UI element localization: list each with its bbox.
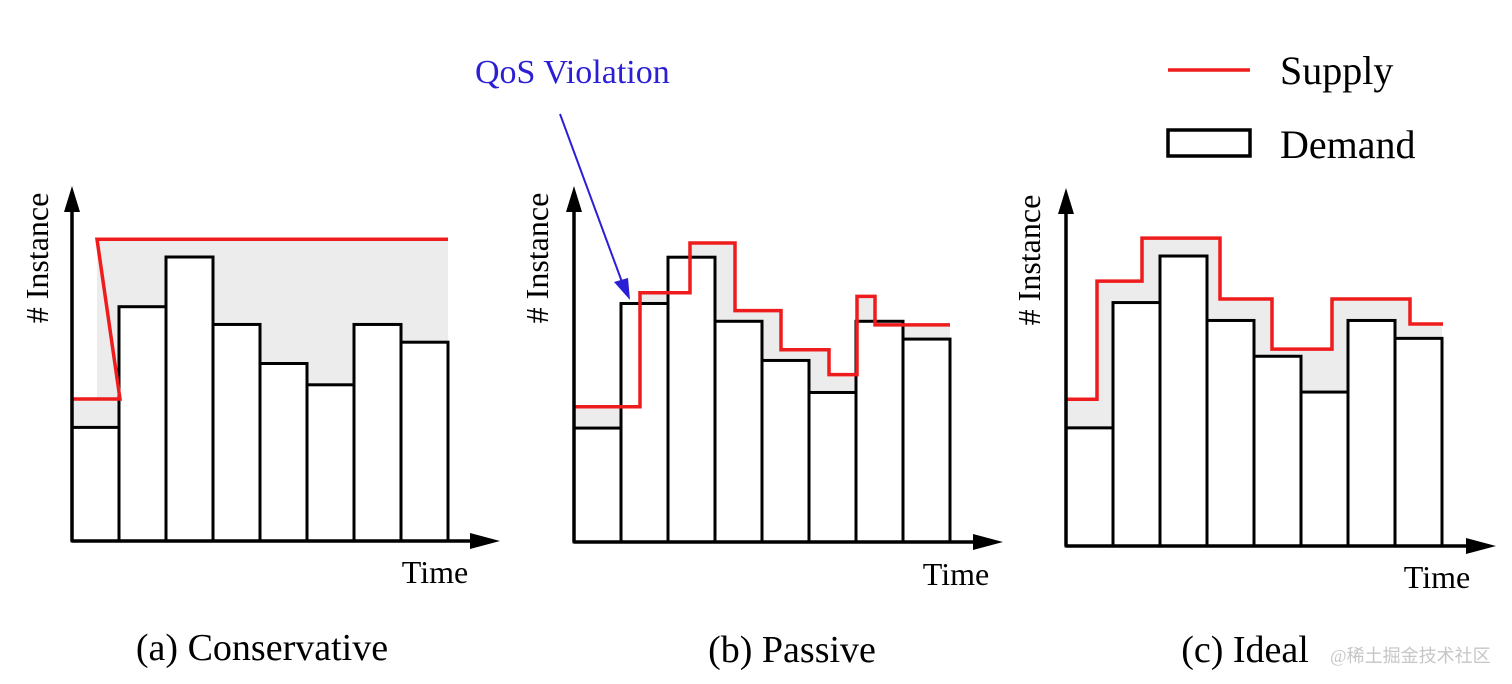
- panel-conservative: # Instance Time (a) Conservative: [19, 186, 500, 669]
- panel-ideal: # Instance Time (c) Ideal: [1011, 188, 1496, 671]
- demand-bar: [1205, 318, 1256, 548]
- y-axis-label: # Instance: [519, 193, 555, 324]
- overprovision-segment: [735, 310, 762, 322]
- overprovision-segment: [354, 239, 401, 325]
- qos-violation-arrow: [559, 113, 623, 283]
- overprovision-segment: [690, 242, 715, 258]
- x-axis-label: Time: [923, 556, 989, 592]
- overprovision-segment: [923, 324, 950, 340]
- qos-violation-label: QoS Violation: [475, 54, 670, 91]
- x-axis-label: Time: [1404, 559, 1470, 595]
- overprovision-segment: [401, 239, 448, 343]
- x-axis-arrowhead: [973, 534, 1003, 550]
- demand-bar: [1111, 301, 1162, 548]
- overprovision-segment: [1220, 298, 1254, 321]
- legend-demand-label: Demand: [1280, 122, 1416, 167]
- demand-bar: [1252, 354, 1303, 548]
- panel-passive: # Instance Time (b) Passive: [519, 186, 1003, 671]
- overprovision-segment: [829, 374, 856, 393]
- overprovision-segment: [640, 292, 668, 304]
- legend-supply-label: Supply: [1280, 48, 1393, 93]
- y-axis-label: # Instance: [19, 193, 55, 324]
- overprovision-segment: [1348, 298, 1395, 321]
- overprovision-segment: [1207, 238, 1220, 321]
- overprovision-segment: [574, 406, 621, 429]
- demand-bar: [211, 322, 262, 543]
- demand-bar: [1393, 336, 1444, 548]
- demand-bar: [1346, 318, 1397, 548]
- y-axis-label: # Instance: [1011, 195, 1047, 326]
- x-axis-label: Time: [402, 554, 468, 590]
- x-axis-arrowhead: [1466, 538, 1496, 554]
- demand-bar: [901, 337, 952, 544]
- demand-bar: [572, 426, 623, 544]
- overprovision-segment: [762, 310, 781, 361]
- overprovision-segment: [119, 239, 166, 307]
- overprovision-segment: [1395, 298, 1410, 339]
- demand-bar: [619, 301, 670, 544]
- demand-bar: [854, 319, 905, 544]
- watermark: @稀土掘金技术社区: [1330, 646, 1491, 666]
- y-axis-arrowhead: [64, 186, 80, 212]
- demand-bars: [572, 255, 952, 544]
- overprovision-segment: [1254, 298, 1272, 357]
- demand-bar: [117, 305, 168, 543]
- overprovision-segment: [1066, 399, 1097, 428]
- overprovision-segment: [1410, 324, 1442, 339]
- demand-bar: [666, 255, 717, 544]
- overprovision-area: [574, 242, 950, 429]
- demand-bars: [70, 255, 450, 543]
- demand-bar: [70, 425, 121, 543]
- overprovision-segment: [1272, 349, 1301, 357]
- overprovision-area: [1066, 238, 1442, 428]
- panel-caption: (c) Ideal: [1181, 629, 1309, 671]
- legend: Supply Demand: [1166, 48, 1416, 167]
- demand-bar: [399, 340, 450, 543]
- demand-bar: [258, 362, 309, 543]
- demand-bar: [352, 322, 403, 543]
- demand-bar: [1158, 254, 1209, 548]
- overprovision-area: [72, 239, 448, 428]
- demand-bars: [1064, 254, 1444, 548]
- qos-violation-arrowhead: [614, 278, 630, 300]
- overprovision-segment: [1097, 281, 1113, 428]
- overprovision-segment: [260, 239, 307, 364]
- supply-line: [1066, 236, 1443, 401]
- overprovision-segment: [166, 239, 213, 257]
- overprovision-segment: [715, 242, 735, 322]
- overprovision-segment: [781, 349, 809, 361]
- overprovision-segment: [809, 349, 829, 393]
- demand-bar: [305, 383, 356, 543]
- supply-line: [72, 237, 448, 401]
- demand-bar: [164, 255, 215, 543]
- legend-demand-swatch: [1166, 128, 1252, 158]
- overprovision-segment: [307, 239, 354, 385]
- overprovision-segment: [903, 324, 923, 340]
- demand-bar: [807, 390, 858, 544]
- overprovision-segment: [213, 239, 260, 325]
- demand-bar: [1064, 426, 1115, 548]
- overprovision-segment: [1113, 281, 1142, 303]
- qos-violation-annotation: QoS Violation: [475, 54, 670, 300]
- overprovision-segment: [1160, 238, 1207, 257]
- demand-bar: [1299, 390, 1350, 548]
- demand-bar: [760, 358, 811, 544]
- panel-caption: (b) Passive: [708, 629, 876, 671]
- demand-bar: [713, 319, 764, 544]
- x-axis-arrowhead: [470, 533, 500, 549]
- supply-line: [574, 241, 950, 409]
- overprovision-segment: [1301, 349, 1332, 393]
- overprovision-segment: [857, 296, 875, 322]
- y-axis-arrowhead: [566, 186, 582, 212]
- panel-caption: (a) Conservative: [136, 627, 388, 669]
- overprovision-segment: [1332, 298, 1348, 393]
- y-axis-arrowhead: [1058, 188, 1074, 214]
- overprovision-segment: [1142, 238, 1160, 303]
